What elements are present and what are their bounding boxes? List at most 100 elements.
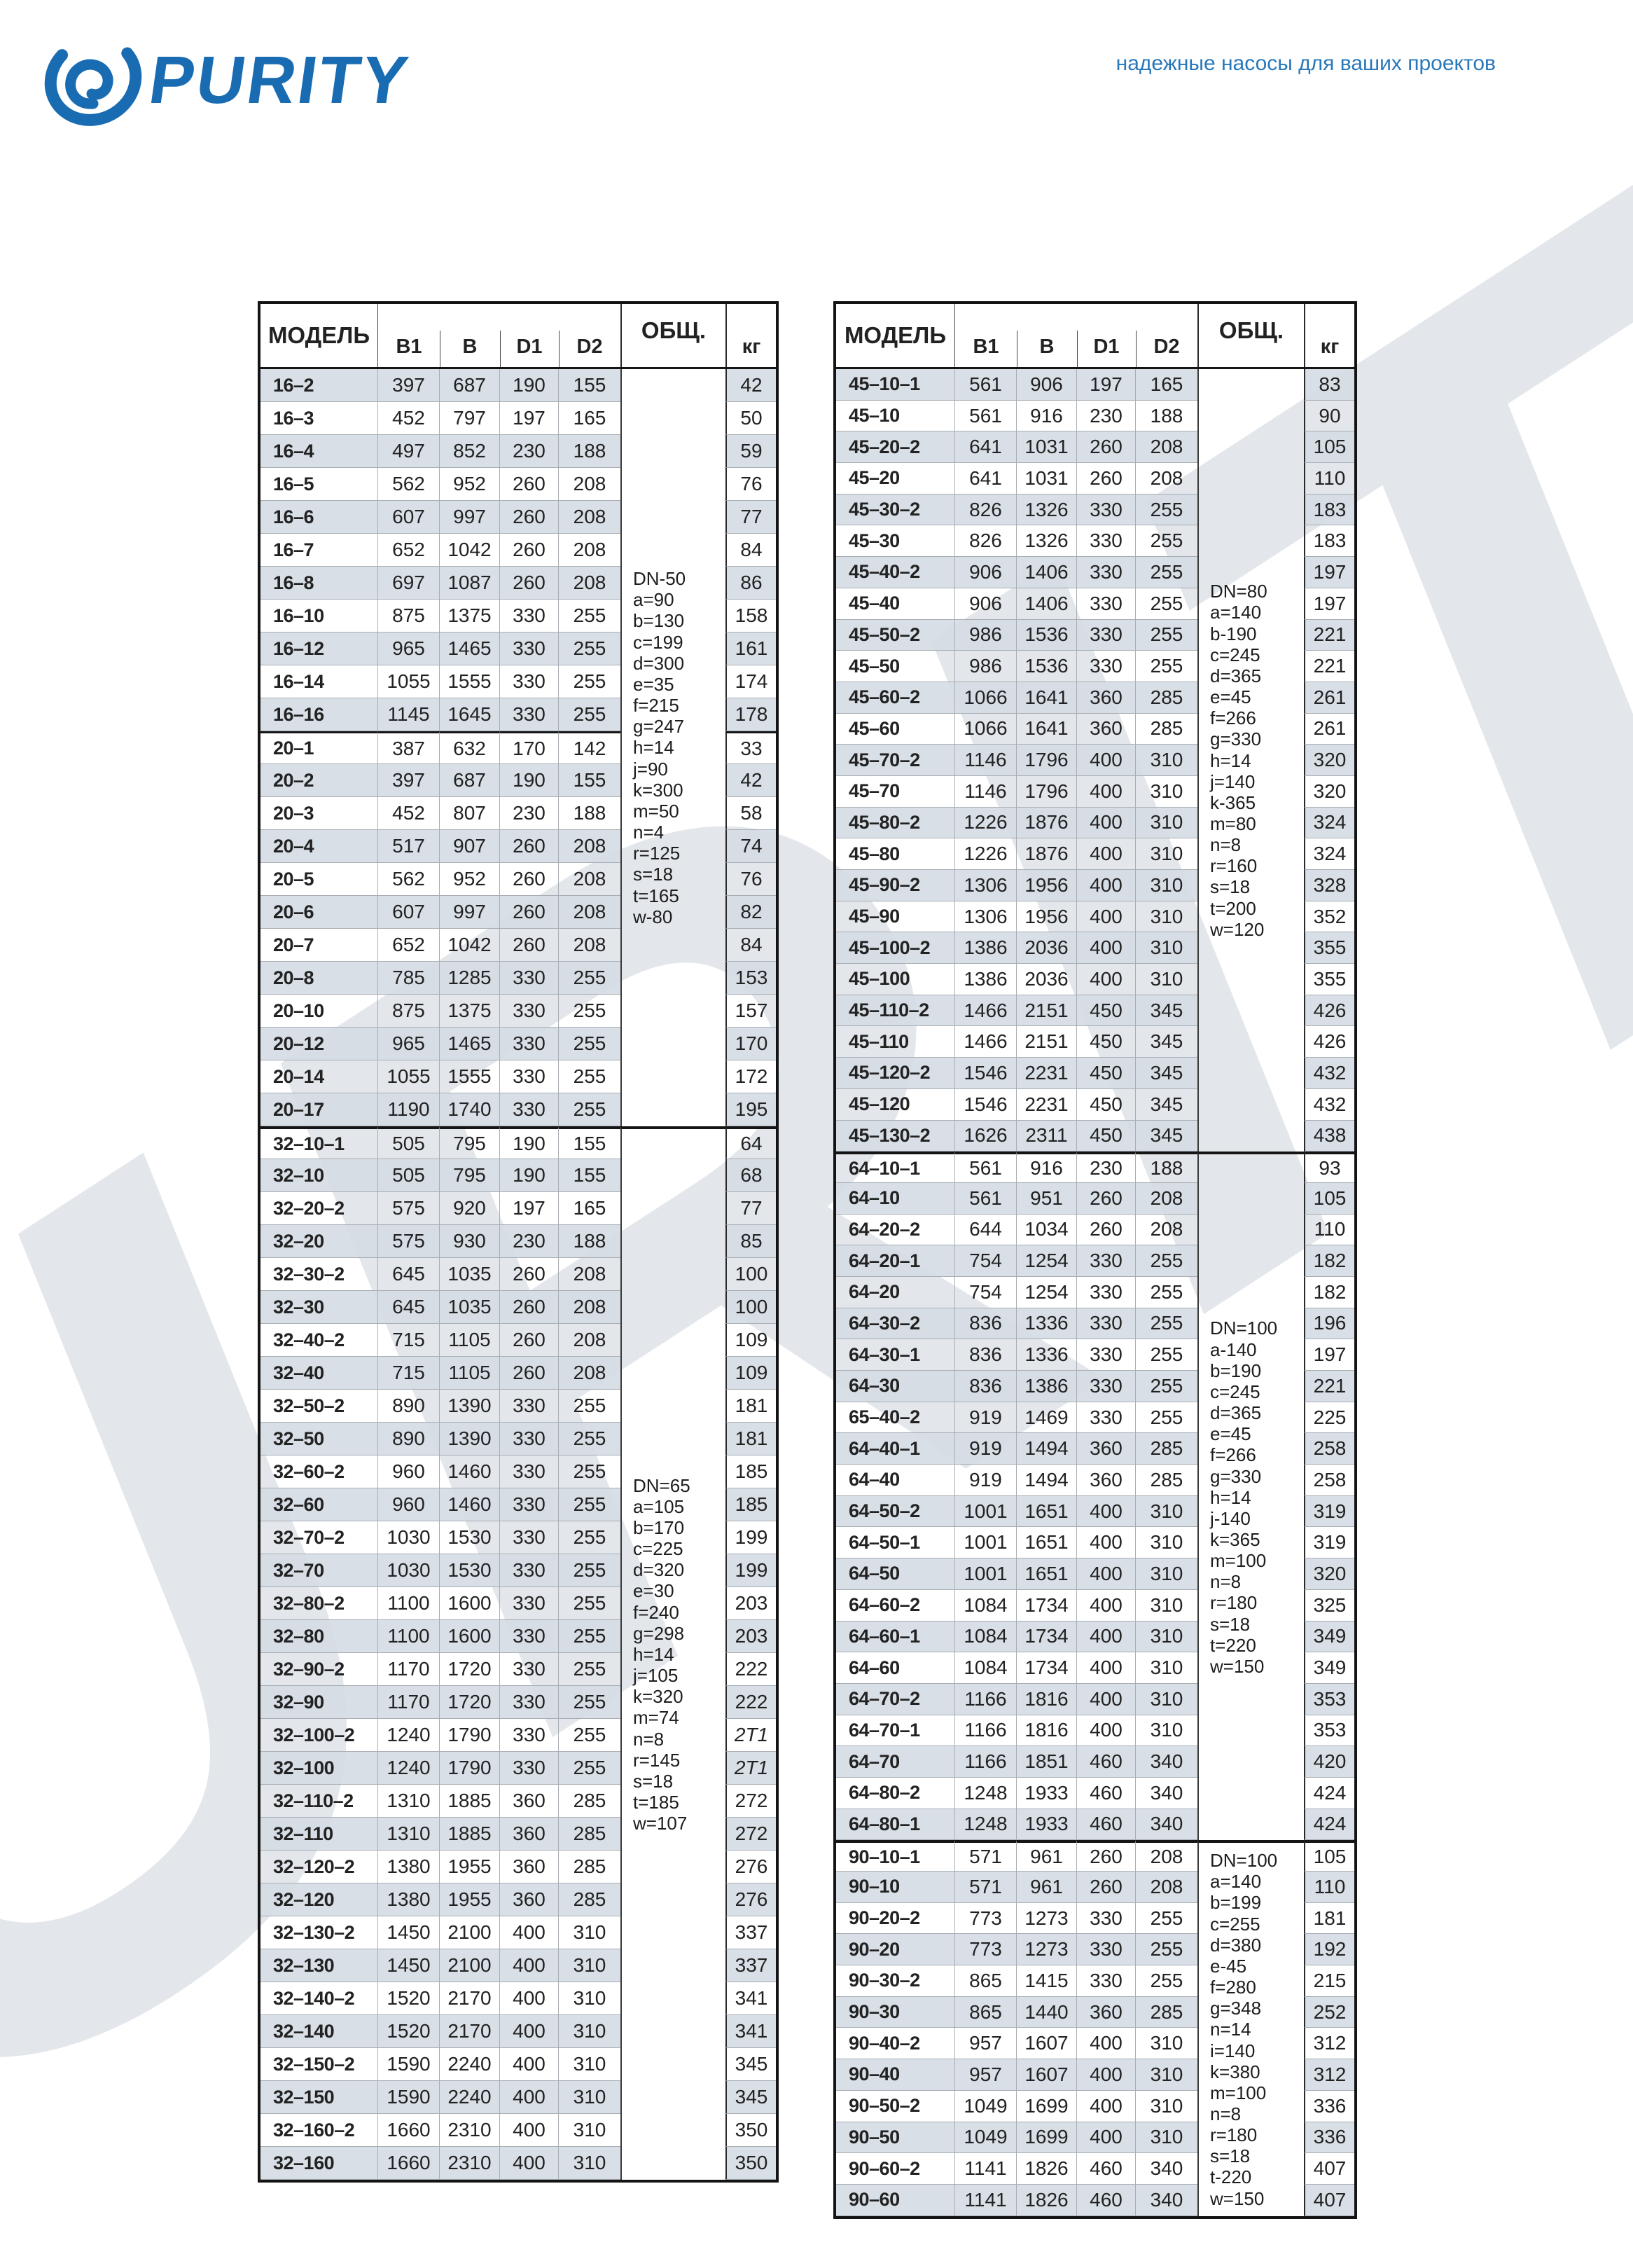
cell-d1: 330 [1077, 1308, 1136, 1340]
cell-model: 64–30–1 [836, 1339, 955, 1371]
cell-model: 64–40–1 [836, 1433, 955, 1465]
dims-note-line: r=180 [1210, 1592, 1258, 1614]
dims-note-line: h=14 [1210, 1486, 1251, 1508]
cell-kg: 407 [1304, 2184, 1354, 2216]
cell-d1: 330 [500, 1060, 559, 1093]
cell-b1: 645 [378, 1258, 440, 1291]
cell-b1: 1450 [378, 1916, 440, 1949]
cell-kg: 105 [1304, 1840, 1354, 1872]
cell-kg: 258 [1304, 1465, 1354, 1496]
cell-d1: 400 [1077, 2028, 1136, 2060]
cell-b: 2151 [1017, 1026, 1077, 1058]
cell-b: 930 [440, 1225, 500, 1258]
dims-note-line: m=74 [633, 1707, 679, 1729]
dims-note-line: t=200 [1210, 897, 1256, 919]
cell-d1: 260 [500, 1291, 559, 1324]
cell-kg: 182 [1304, 1245, 1354, 1277]
cell-kg: 222 [725, 1686, 776, 1719]
cell-d2: 165 [559, 402, 620, 435]
cell-b1: 1248 [955, 1777, 1017, 1809]
cell-b: 2151 [1017, 995, 1077, 1027]
cell-b1: 1166 [955, 1715, 1017, 1747]
cell-d2: 165 [1136, 369, 1197, 401]
cell-d1: 400 [500, 1916, 559, 1949]
cell-b1: 505 [378, 1126, 440, 1159]
cell-b: 1326 [1017, 525, 1077, 558]
dims-note-line: d=365 [1210, 665, 1262, 686]
cell-d2: 208 [559, 468, 620, 501]
cell-model: 90–10–1 [836, 1840, 955, 1872]
cell-b: 1699 [1017, 2122, 1077, 2154]
cell-b: 1796 [1017, 775, 1077, 808]
cell-b: 852 [440, 435, 500, 468]
dims-note-line: e-45 [1210, 1955, 1247, 1977]
cell-model: 45–80 [836, 838, 955, 870]
cell-b: 632 [440, 731, 500, 764]
cell-b1: 919 [955, 1465, 1017, 1496]
cell-d1: 330 [1077, 619, 1136, 651]
cell-b1: 986 [955, 651, 1017, 682]
cell-d1: 330 [500, 1587, 559, 1620]
cell-d1: 400 [500, 2147, 559, 2180]
cell-kg: 185 [725, 1488, 776, 1521]
cell-model: 90–40 [836, 2059, 955, 2091]
dims-note-line: t=185 [633, 1792, 679, 1813]
cell-b1: 697 [378, 567, 440, 600]
cell-model: 65–40–2 [836, 1402, 955, 1434]
cell-d2: 310 [1136, 776, 1197, 808]
dims-note-line: w=150 [1210, 2187, 1265, 2209]
cell-model: 64–20–1 [836, 1245, 955, 1277]
cell-d1: 400 [500, 1982, 559, 2015]
cell-kg: 185 [725, 1455, 776, 1488]
cell-kg: 76 [725, 863, 776, 896]
dims-note-line: d=380 [1210, 1934, 1262, 1956]
cell-model: 32–100 [260, 1752, 378, 1785]
cell-d2: 310 [559, 2147, 620, 2180]
cell-kg: 77 [725, 501, 776, 534]
cell-d1: 400 [1077, 807, 1136, 839]
cell-d1: 400 [500, 1949, 559, 1982]
cell-kg: 195 [725, 1093, 776, 1126]
cell-d1: 400 [1077, 2122, 1136, 2154]
dims-note-line: k=300 [633, 779, 683, 801]
dims-note-line: d=300 [633, 652, 685, 674]
cell-b: 1933 [1017, 1777, 1077, 1809]
cell-b: 687 [440, 764, 500, 797]
cell-b1: 1310 [378, 1785, 440, 1818]
cell-b: 1336 [1017, 1308, 1077, 1340]
cell-kg: 215 [1304, 1965, 1354, 1997]
cell-d1: 400 [1077, 838, 1136, 870]
cell-d1: 460 [1077, 1809, 1136, 1841]
dims-note-line: s=18 [633, 864, 674, 885]
cell-d1: 197 [1077, 369, 1136, 401]
cell-model: 32–20–2 [260, 1192, 378, 1225]
cell-d2: 310 [559, 2048, 620, 2081]
cell-kg: 68 [725, 1159, 776, 1192]
cell-d1: 360 [500, 1883, 559, 1916]
cell-kg: 432 [1304, 1058, 1354, 1089]
cell-b: 952 [440, 863, 500, 896]
cell-b: 1494 [1017, 1465, 1077, 1496]
cell-b: 2231 [1017, 1088, 1077, 1121]
cell-b1: 1626 [955, 1120, 1017, 1152]
dims-note-line: n=8 [1210, 2103, 1242, 2124]
cell-b: 1826 [1017, 2153, 1077, 2185]
cell-kg: 349 [1304, 1652, 1354, 1684]
cell-d2: 255 [1136, 525, 1197, 558]
cell-model: 16–3 [260, 402, 378, 435]
dims-note-line: a=140 [1210, 602, 1262, 623]
dims-note-line: r=125 [633, 843, 681, 864]
dims-note-line: k-365 [1210, 791, 1256, 813]
cell-kg: 319 [1304, 1495, 1354, 1528]
cell-b1: 890 [378, 1390, 440, 1423]
cell-b1: 986 [955, 619, 1017, 651]
cell-d2: 310 [559, 1949, 620, 1982]
cell-model: 32–120–2 [260, 1851, 378, 1883]
table-body: DN=80 a=140 b-190 c=245 d=365 e=45 f=266 g=330 h… [836, 369, 1354, 2216]
cell-b: 961 [1017, 1840, 1077, 1872]
cell-d2: 255 [1136, 1903, 1197, 1935]
cell-model: 64–80–2 [836, 1777, 955, 1809]
header-dims: ОБЩ. [1197, 304, 1304, 367]
cell-model: 32–60–2 [260, 1455, 378, 1488]
cell-d2: 345 [1136, 1089, 1197, 1121]
